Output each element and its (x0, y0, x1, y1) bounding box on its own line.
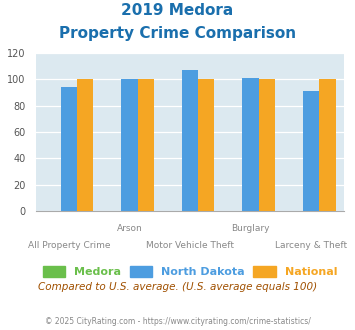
Legend: Medora, North Dakota, National: Medora, North Dakota, National (38, 261, 342, 281)
Bar (61, 87, 77, 211)
Text: 2019 Medora: 2019 Medora (121, 3, 234, 18)
Text: Property Crime Comparison: Property Crime Comparison (59, 26, 296, 41)
Bar (182, 70, 198, 211)
Bar (303, 91, 319, 211)
Bar (242, 78, 259, 211)
Text: Motor Vehicle Theft: Motor Vehicle Theft (146, 241, 234, 250)
Bar (77, 79, 93, 211)
Bar (121, 79, 137, 211)
Bar (137, 79, 154, 211)
Bar (198, 79, 214, 211)
Text: Larceny & Theft: Larceny & Theft (275, 241, 347, 250)
Text: All Property Crime: All Property Crime (28, 241, 110, 250)
Text: Compared to U.S. average. (U.S. average equals 100): Compared to U.S. average. (U.S. average … (38, 282, 317, 292)
Text: © 2025 CityRating.com - https://www.cityrating.com/crime-statistics/: © 2025 CityRating.com - https://www.city… (45, 317, 310, 326)
Bar (319, 79, 335, 211)
Text: Arson: Arson (116, 224, 142, 233)
Text: Burglary: Burglary (231, 224, 270, 233)
Bar (259, 79, 275, 211)
